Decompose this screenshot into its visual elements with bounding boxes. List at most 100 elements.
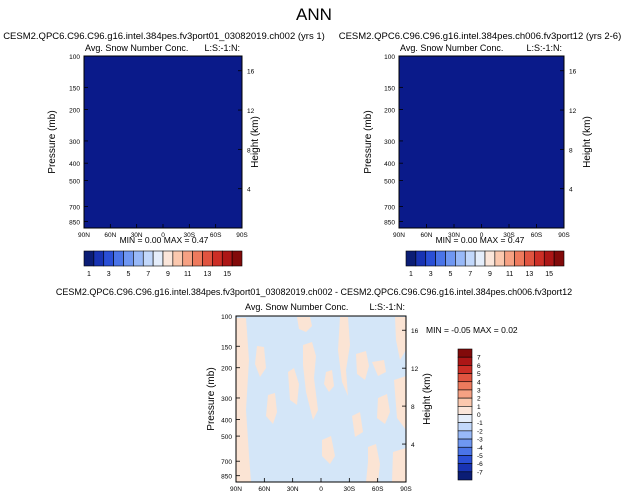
p2-y-tick-label: 400 (384, 161, 395, 168)
panel1-y-right-label: Height (km) (250, 116, 261, 168)
panel3-y-ticks: 100 150 200 300 400 500 700 850 (221, 314, 240, 481)
colorbar-swatch (202, 250, 213, 267)
panel1-corner-label: L:S:-1:N: (204, 43, 240, 53)
p3-x-tick-label: 90S (400, 486, 412, 493)
p1-x-tick-label: 60S (210, 232, 222, 239)
colorbar-label: 9 (488, 271, 492, 278)
p1-y-tick-label: 300 (69, 139, 80, 146)
colorbar-label: -7 (477, 469, 483, 476)
panel1-title: CESM2.QPC6.C96.C96.g16.intel.384pes.fv3p… (3, 31, 325, 42)
p3-y-tick-label: 300 (221, 396, 232, 403)
p3-x-tick-label: 60S (372, 486, 384, 493)
panel3-stats: MIN = -0.05 MAX = 0.02 (426, 325, 518, 335)
difference-positive-patch (366, 444, 380, 482)
panel3-field (236, 316, 406, 482)
colorbar-label: 13 (204, 271, 212, 278)
colorbar-label: 1 (477, 404, 481, 411)
difference-positive-patch (392, 448, 406, 482)
colorbar-swatch (504, 250, 515, 267)
p1-y-tick-label: 850 (69, 219, 80, 226)
p2-y-right-tick-label: 8 (569, 147, 573, 154)
colorbar-label: 13 (526, 271, 534, 278)
p2-y-tick-label: 500 (384, 178, 395, 185)
panel3-y-label: Pressure (mb) (206, 367, 217, 430)
colorbar-swatch (524, 250, 535, 267)
p2-x-tick-label: 30S (503, 232, 515, 239)
colorbar-label: -5 (477, 453, 483, 460)
p2-x-tick-label: 60S (531, 232, 543, 239)
p1-x-tick-label: 60N (104, 232, 116, 239)
colorbar-swatch (457, 406, 473, 415)
p2-x-tick-label: 30N (448, 232, 460, 239)
colorbar-label: 11 (506, 271, 513, 278)
panel3-title: CESM2.QPC6.C96.C96.g16.intel.384pes.fv3p… (56, 287, 572, 297)
panel3-x-ticks: 90N 60N 30N 0 30S 60S 90S (230, 478, 412, 493)
colorbar-swatch (457, 430, 473, 440)
panel3-subtitle: Avg. Snow Number Conc. (245, 302, 348, 312)
p3-y-tick-label: 700 (221, 459, 232, 466)
p2-y-tick-label: 200 (384, 108, 395, 115)
colorbar-swatch (534, 250, 545, 267)
panel3-y-right-label: Height (km) (422, 373, 433, 425)
colorbar-swatch (172, 250, 184, 267)
colorbar-swatch (221, 250, 233, 267)
panel1-stats: MIN = 0.00 MAX = 0.47 (120, 235, 209, 245)
colorbar-label: 6 (477, 363, 481, 370)
colorbar-label: 0 (477, 412, 481, 419)
panel2-corner-label: L:S:-1:N: (526, 43, 562, 53)
colorbar-label: 1 (409, 271, 413, 278)
p1-y-tick-label: 700 (69, 204, 80, 211)
p3-x-tick-label: 60N (258, 486, 270, 493)
p2-y-right-tick-label: 4 (569, 187, 573, 194)
difference-positive-patch (394, 376, 406, 430)
colorbar-label: 5 (126, 271, 130, 278)
p2-y-tick-label: 100 (384, 54, 395, 61)
colorbar-swatch (484, 250, 496, 267)
colorbar-label: 5 (477, 371, 481, 378)
colorbar-label: 15 (545, 271, 553, 278)
p3-x-tick-label: 30N (287, 486, 299, 493)
colorbar-swatch (435, 250, 446, 267)
colorbar-swatch (123, 250, 134, 267)
colorbar-swatch (182, 250, 193, 267)
difference-positive-patch (395, 317, 406, 360)
colorbar-label: 3 (477, 387, 481, 394)
colorbar-swatch (162, 250, 174, 267)
p2-x-tick-label: 90N (393, 232, 405, 239)
colorbar-swatch (415, 250, 427, 267)
panel2-plot-area (398, 55, 565, 229)
colorbar-swatch (83, 250, 95, 267)
colorbar-swatch (113, 250, 124, 267)
p3-y-tick-label: 850 (221, 474, 232, 481)
difference-positive-patch (372, 360, 386, 376)
colorbar-swatch (494, 250, 506, 267)
difference-positive-patch (297, 317, 312, 332)
colorbar-swatch (103, 250, 114, 267)
p1-x-tick-label: 90S (236, 232, 248, 239)
colorbar-swatch (457, 463, 473, 473)
panel1-subtitle: Avg. Snow Number Conc. (85, 43, 188, 53)
colorbar-swatch (457, 356, 473, 366)
colorbar-swatch (457, 471, 473, 481)
colorbar-label: 15 (223, 271, 231, 278)
colorbar-label: -3 (477, 437, 483, 444)
colorbar-swatch (543, 250, 555, 267)
p1-y-tick-label: 400 (69, 161, 80, 168)
colorbar-label: 2 (477, 396, 481, 403)
p2-x-tick-label: 0 (480, 232, 484, 239)
colorbar-swatch (457, 389, 473, 399)
colorbar-label: 1 (87, 271, 91, 278)
p2-y-tick-label: 300 (384, 139, 395, 146)
p1-y-tick-label: 200 (69, 108, 80, 115)
difference-positive-patch (338, 317, 350, 396)
colorbar-swatch (212, 250, 223, 267)
p3-y-tick-label: 400 (221, 417, 232, 424)
colorbar-swatch (457, 446, 473, 456)
p1-y-right-tick-label: 16 (247, 69, 255, 76)
panel2-title: CESM2.QPC6.C96.C96.g16.intel.384pes.ch00… (339, 31, 622, 42)
p1-y-tick-label: 100 (69, 54, 80, 61)
p2-y-tick-label: 700 (384, 204, 395, 211)
colorbar-label: 7 (477, 355, 481, 362)
colorbar-label: 7 (468, 271, 472, 278)
